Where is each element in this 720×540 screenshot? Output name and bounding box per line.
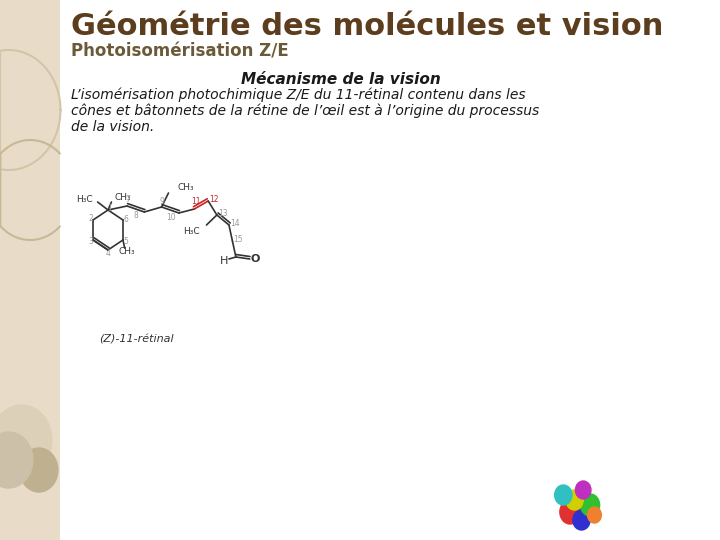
Circle shape bbox=[0, 432, 33, 488]
Circle shape bbox=[588, 507, 601, 523]
Text: 5: 5 bbox=[123, 237, 128, 246]
Circle shape bbox=[560, 500, 580, 524]
Text: cônes et bâtonnets de la rétine de l’œil est à l’origine du processus: cônes et bâtonnets de la rétine de l’œil… bbox=[71, 104, 539, 118]
Text: L’isomérisation photochimique Z/E du 11-rétinal contenu dans les: L’isomérisation photochimique Z/E du 11-… bbox=[71, 88, 526, 103]
Text: 6: 6 bbox=[123, 215, 128, 225]
Text: H₃C: H₃C bbox=[76, 195, 92, 205]
Circle shape bbox=[566, 490, 583, 510]
Text: de la vision.: de la vision. bbox=[71, 120, 154, 134]
Circle shape bbox=[573, 510, 590, 530]
Text: 11: 11 bbox=[192, 198, 201, 206]
Text: CH₃: CH₃ bbox=[119, 247, 135, 256]
Text: H₃C: H₃C bbox=[183, 226, 199, 235]
Circle shape bbox=[0, 405, 52, 475]
Text: 2: 2 bbox=[88, 214, 93, 222]
Text: 1: 1 bbox=[107, 204, 112, 213]
Text: O: O bbox=[250, 254, 260, 264]
Text: 14: 14 bbox=[230, 219, 240, 227]
FancyBboxPatch shape bbox=[0, 0, 60, 540]
Text: 4: 4 bbox=[106, 248, 110, 258]
Text: 3: 3 bbox=[88, 237, 93, 246]
Circle shape bbox=[580, 494, 600, 516]
Text: Géométrie des molécules et vision: Géométrie des molécules et vision bbox=[71, 12, 663, 41]
Text: CH₃: CH₃ bbox=[177, 183, 194, 192]
Text: H: H bbox=[220, 256, 228, 266]
Text: 15: 15 bbox=[234, 235, 243, 245]
Text: 7: 7 bbox=[125, 195, 130, 205]
Text: 8: 8 bbox=[133, 212, 138, 220]
Text: Mécanisme de la vision: Mécanisme de la vision bbox=[241, 72, 441, 87]
Text: Photoisomérisation Z/E: Photoisomérisation Z/E bbox=[71, 42, 289, 60]
Text: CH₃: CH₃ bbox=[115, 193, 132, 202]
Text: 13: 13 bbox=[218, 210, 228, 219]
Text: 9: 9 bbox=[160, 197, 165, 206]
Circle shape bbox=[554, 485, 572, 505]
Text: 10: 10 bbox=[166, 213, 176, 221]
Circle shape bbox=[575, 481, 591, 499]
Text: 12: 12 bbox=[210, 194, 219, 204]
Circle shape bbox=[20, 448, 58, 492]
Text: (Z)-11-rétinal: (Z)-11-rétinal bbox=[99, 335, 174, 345]
